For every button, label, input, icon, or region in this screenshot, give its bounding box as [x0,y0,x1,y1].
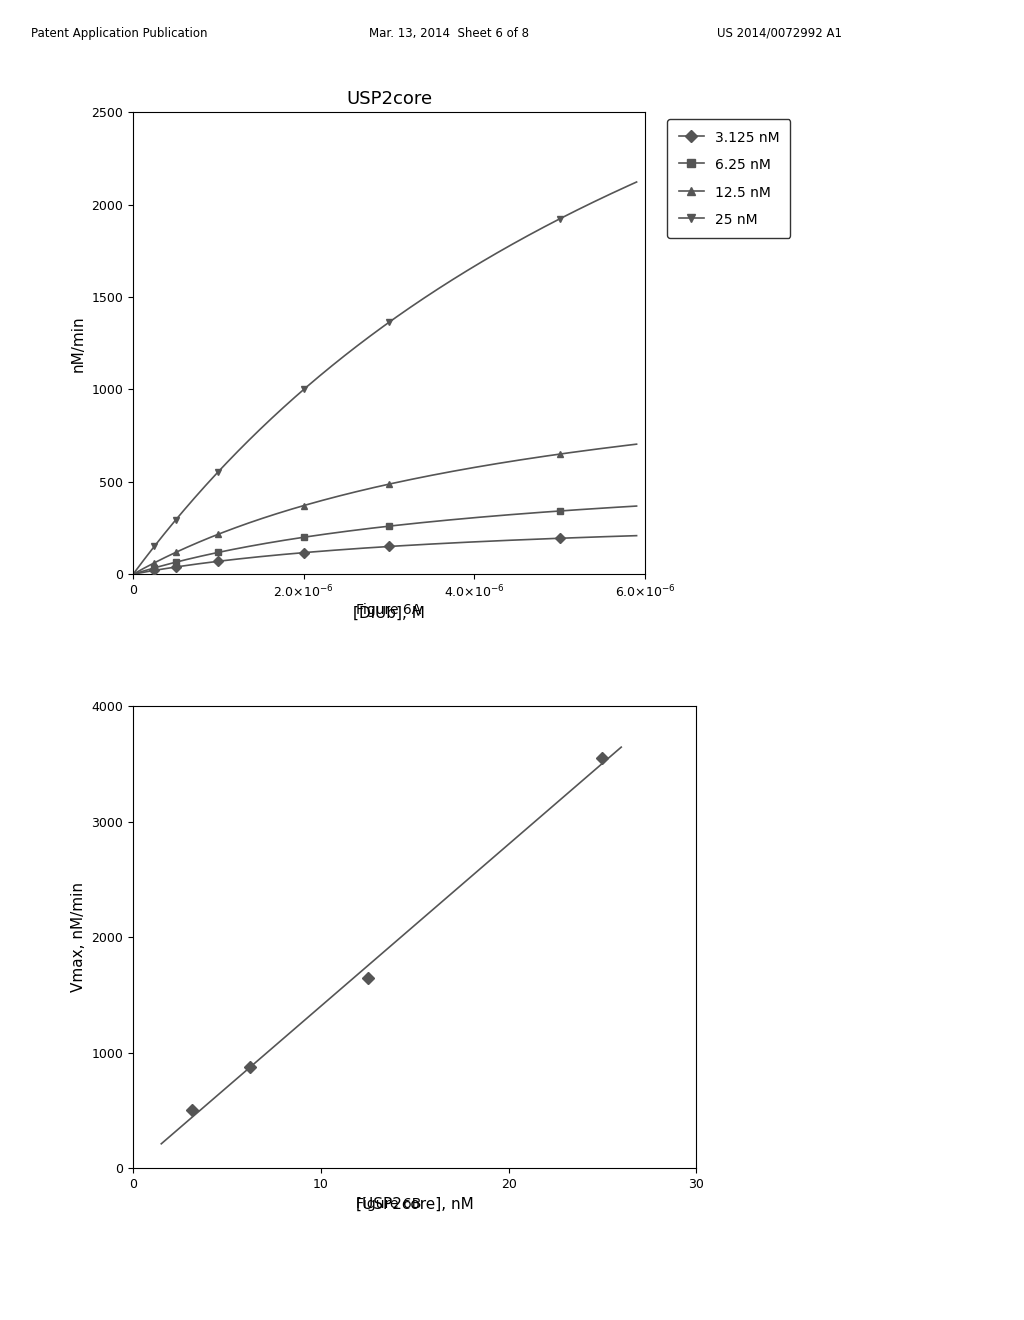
Text: Figure 6B: Figure 6B [356,1197,422,1210]
Text: Figure 6A: Figure 6A [356,603,422,616]
Text: Patent Application Publication: Patent Application Publication [31,26,207,40]
X-axis label: [USP2core], nM: [USP2core], nM [356,1196,473,1212]
X-axis label: [DiUb], M: [DiUb], M [353,606,425,622]
Y-axis label: Vmax, nM/min: Vmax, nM/min [71,882,86,993]
Text: US 2014/0072992 A1: US 2014/0072992 A1 [717,26,842,40]
Legend: 3.125 nM, 6.25 nM, 12.5 nM, 25 nM: 3.125 nM, 6.25 nM, 12.5 nM, 25 nM [668,119,791,238]
Title: USP2core: USP2core [346,90,432,108]
Y-axis label: nM/min: nM/min [71,315,86,371]
Text: Mar. 13, 2014  Sheet 6 of 8: Mar. 13, 2014 Sheet 6 of 8 [369,26,528,40]
